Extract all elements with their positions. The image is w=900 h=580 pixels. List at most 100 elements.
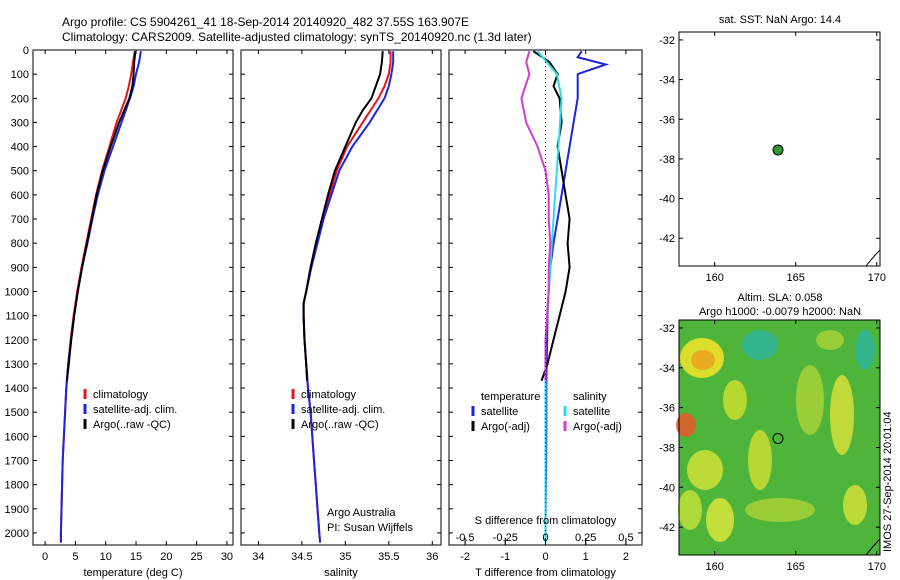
sla-field-patch bbox=[723, 380, 747, 420]
y-tick-label: 600 bbox=[11, 190, 29, 202]
sst-map-panel: 160 165 170 -32 -34 -36 -38 -40 -42 sat. SST: NaN… bbox=[659, 14, 886, 284]
y-tick-label: 900 bbox=[11, 262, 29, 274]
imos-timestamp: IMOS 27-Sep-2014 20:01:04 bbox=[882, 411, 894, 552]
top-tick-label: 0.25 bbox=[575, 532, 596, 544]
series-line-1 bbox=[302, 51, 392, 543]
sla-field-patch bbox=[691, 350, 715, 370]
sla-field-patch bbox=[687, 450, 723, 490]
sla-field-patch bbox=[830, 375, 854, 455]
y-tick-label: -40 bbox=[659, 482, 675, 494]
legend-label: climatology bbox=[301, 389, 357, 401]
sla-field-patch bbox=[816, 330, 844, 350]
series-line-2 bbox=[532, 50, 571, 382]
y-tick-label: -36 bbox=[659, 403, 675, 415]
legend-label: temperature bbox=[481, 391, 540, 403]
x-tick-label: 20 bbox=[160, 551, 172, 563]
x-tick-label: -2 bbox=[460, 551, 470, 563]
map-frame bbox=[678, 31, 881, 267]
y-tick-label: -34 bbox=[659, 363, 675, 375]
sla-field-patch bbox=[855, 330, 875, 370]
annotation-text: PI: Susan Wijffels bbox=[327, 522, 413, 534]
series-line-2 bbox=[59, 51, 142, 543]
coastline bbox=[865, 538, 881, 556]
series-line-3 bbox=[536, 50, 563, 543]
series-line-2 bbox=[302, 51, 395, 543]
y-tick-label: 1400 bbox=[5, 383, 29, 395]
legend-label: Argo(..raw -QC) bbox=[93, 419, 171, 431]
top-tick-label: -0.5 bbox=[456, 532, 475, 544]
legend-label: satellite-adj. clim. bbox=[301, 404, 385, 416]
x-tick-label: 34.5 bbox=[291, 551, 312, 563]
x-tick-label: 160 bbox=[705, 561, 723, 573]
x-tick-label: 34 bbox=[252, 551, 264, 563]
y-tick-label: 300 bbox=[11, 117, 29, 129]
legend-label: satellite bbox=[481, 406, 518, 418]
x-tick-label: 1 bbox=[583, 551, 589, 563]
x-tick-label: 165 bbox=[787, 561, 805, 573]
y-tick-label: 1000 bbox=[5, 286, 29, 298]
sla-field-patch bbox=[843, 485, 867, 525]
y-tick-label: 1900 bbox=[5, 504, 29, 516]
legend-label: satellite bbox=[573, 406, 610, 418]
y-tick-label: 700 bbox=[11, 214, 29, 226]
y-tick-label: -36 bbox=[659, 114, 675, 126]
x-tick-label: 165 bbox=[787, 272, 805, 284]
x-tick-label: 25 bbox=[191, 551, 203, 563]
sla-field-patch bbox=[676, 413, 696, 437]
x-tick-label: 0 bbox=[542, 551, 548, 563]
y-tick-label: 500 bbox=[11, 166, 29, 178]
sla-field-patch bbox=[678, 490, 702, 530]
sla-field-patch bbox=[745, 498, 815, 522]
legend-label: salinity bbox=[573, 391, 607, 403]
top-tick-label: -0.25 bbox=[493, 532, 518, 544]
argo-location-marker bbox=[772, 432, 784, 444]
y-tick-label: 2000 bbox=[5, 528, 29, 540]
x-tick-label: 30 bbox=[221, 551, 233, 563]
x-tick-label: -1 bbox=[500, 551, 510, 563]
map-frame bbox=[678, 319, 881, 556]
legend-label: Argo(-adj) bbox=[481, 421, 530, 433]
legend-label: satellite-adj. clim. bbox=[93, 404, 177, 416]
y-tick-label: 200 bbox=[11, 93, 29, 105]
x-axis-label: T difference from climatology bbox=[475, 567, 616, 579]
top-axis-label: S difference from climatology bbox=[475, 515, 617, 527]
y-tick-label: 100 bbox=[11, 69, 29, 81]
y-tick-label: -32 bbox=[659, 323, 675, 335]
y-tick-label: -42 bbox=[659, 233, 675, 245]
x-tick-label: 160 bbox=[705, 272, 723, 284]
x-tick-label: 10 bbox=[100, 551, 112, 563]
sla-field-patch bbox=[748, 430, 772, 490]
legend-label: Argo(-adj) bbox=[573, 421, 622, 433]
x-tick-label: 170 bbox=[868, 272, 886, 284]
y-tick-label: 0 bbox=[23, 45, 29, 57]
x-tick-label: 15 bbox=[130, 551, 142, 563]
plot-frame bbox=[240, 49, 442, 546]
figure-title-line2: Climatology: CARS2009. Satellite-adjuste… bbox=[62, 30, 532, 44]
y-tick-label: 1600 bbox=[5, 431, 29, 443]
y-tick-label: 1200 bbox=[5, 335, 29, 347]
salinity-profile-panel: 34 34.5 35 35.5 36 salinity climatology satelli… bbox=[240, 49, 442, 579]
sla-field-patch bbox=[706, 498, 734, 542]
y-tick-label: 1500 bbox=[5, 407, 29, 419]
y-tick-label: 800 bbox=[11, 238, 29, 250]
altimetry-map-title-line1: Altim. SLA: 0.058 bbox=[738, 292, 823, 304]
series-line-1 bbox=[59, 51, 136, 543]
y-tick-label: 400 bbox=[11, 142, 29, 154]
top-tick-label: 0.5 bbox=[618, 532, 633, 544]
y-tick-label: -38 bbox=[659, 154, 675, 166]
y-tick-label: -38 bbox=[659, 442, 675, 454]
sst-map-title: sat. SST: NaN Argo: 14.4 bbox=[719, 14, 841, 26]
figure-title-line1: Argo profile: CS 5904261_41 18-Sep-2014 … bbox=[62, 15, 469, 29]
y-tick-label: 1800 bbox=[5, 480, 29, 492]
series-line-3 bbox=[302, 51, 384, 381]
legend-label: Argo(..raw -QC) bbox=[301, 419, 379, 431]
y-tick-label: -42 bbox=[659, 522, 675, 534]
annotation-text: Argo Australia bbox=[327, 507, 396, 519]
series-line-1 bbox=[544, 50, 610, 543]
x-tick-label: 35.5 bbox=[378, 551, 399, 563]
x-tick-label: 2 bbox=[623, 551, 629, 563]
difference-profile-panel: -2 -1 0 1 2 T difference from climatology -0.5… bbox=[448, 49, 643, 579]
coastline bbox=[865, 249, 881, 267]
x-tick-label: 5 bbox=[72, 551, 78, 563]
